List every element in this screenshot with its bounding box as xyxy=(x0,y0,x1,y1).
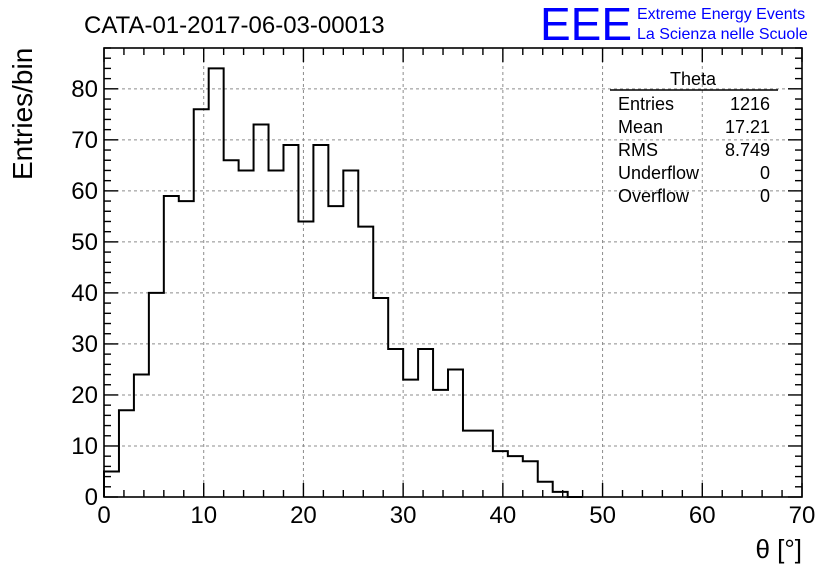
histogram-bin xyxy=(164,196,179,497)
histogram-bin xyxy=(269,170,284,497)
stats-label-mean: Mean xyxy=(618,117,663,137)
histogram-bin xyxy=(448,369,463,497)
y-tick-label: 20 xyxy=(71,382,98,409)
histogram-bin xyxy=(388,349,403,497)
histogram-bin xyxy=(298,221,313,497)
histogram-bin xyxy=(104,471,119,497)
histogram-bin xyxy=(358,227,373,497)
stats-value-entries: 1216 xyxy=(730,94,770,114)
histogram-bin xyxy=(239,170,254,497)
y-tick-label: 10 xyxy=(71,433,98,460)
stats-label-underflow: Underflow xyxy=(618,163,700,183)
histogram-bin xyxy=(254,125,269,497)
histogram-bin xyxy=(523,461,538,497)
histogram-bin xyxy=(508,456,523,497)
y-tick-label: 40 xyxy=(71,280,98,307)
x-tick-label: 30 xyxy=(390,502,417,529)
stats-label-overflow: Overflow xyxy=(618,186,690,206)
x-tick-label: 70 xyxy=(789,502,816,529)
eee-logo-mark: EEE xyxy=(540,0,632,50)
histogram-bin xyxy=(538,482,553,497)
stats-box-title: Theta xyxy=(670,69,717,89)
histogram-bin xyxy=(283,145,298,497)
histogram-bin xyxy=(209,68,224,497)
x-axis-label: θ [°] xyxy=(755,534,802,564)
histogram-bin xyxy=(373,298,388,497)
stats-value-mean: 17.21 xyxy=(725,117,770,137)
histogram-bin xyxy=(478,431,493,497)
stats-value-underflow: 0 xyxy=(760,163,770,183)
histogram-bin xyxy=(463,431,478,497)
histogram-bin xyxy=(403,380,418,497)
x-tick-label: 50 xyxy=(589,502,616,529)
stats-box: Theta Entries 1216 Mean 17.21 RMS 8.749 … xyxy=(610,69,778,206)
y-axis-label: Entries/bin xyxy=(7,48,38,180)
histogram-bin xyxy=(194,109,209,497)
stats-value-overflow: 0 xyxy=(760,186,770,206)
eee-logo-line2: La Scienza nelle Scuole xyxy=(637,26,808,43)
eee-logo: EEE Extreme Energy Events La Scienza nel… xyxy=(540,0,808,50)
y-tick-label: 50 xyxy=(71,229,98,256)
histogram-bin xyxy=(224,160,239,497)
histogram-bin xyxy=(119,410,134,497)
x-tick-label: 40 xyxy=(490,502,517,529)
histogram-bin xyxy=(343,170,358,497)
histogram-bin xyxy=(149,293,164,497)
x-tick-label: 0 xyxy=(97,502,110,529)
stats-label-rms: RMS xyxy=(618,140,658,160)
chart-title: CATA-01-2017-06-03-00013 xyxy=(84,12,385,39)
eee-logo-line1: Extreme Energy Events xyxy=(637,6,805,23)
histogram-bin xyxy=(134,375,149,497)
x-tick-label: 10 xyxy=(190,502,217,529)
histogram-bin xyxy=(418,349,433,497)
y-tick-label: 60 xyxy=(71,178,98,205)
histogram-bin xyxy=(493,451,508,497)
stats-label-entries: Entries xyxy=(618,94,674,114)
x-tick-label: 20 xyxy=(290,502,317,529)
histogram-bin xyxy=(313,145,328,497)
histogram-bin xyxy=(179,201,194,497)
y-tick-label: 80 xyxy=(71,76,98,103)
y-tick-label: 30 xyxy=(71,331,98,358)
y-tick-label: 0 xyxy=(85,484,98,511)
histogram-line xyxy=(103,67,583,498)
plot-frame xyxy=(103,47,803,498)
y-tick-label: 70 xyxy=(71,127,98,154)
x-tick-label: 60 xyxy=(689,502,716,529)
stats-value-rms: 8.749 xyxy=(725,140,770,160)
histogram-bin xyxy=(433,390,448,497)
histogram-bin xyxy=(328,206,343,497)
